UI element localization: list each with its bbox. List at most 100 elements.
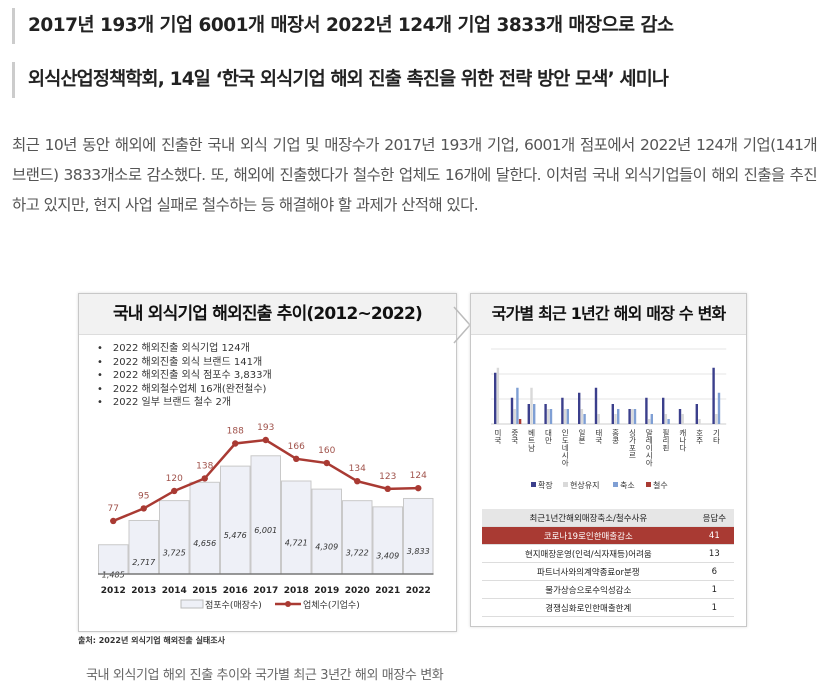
trend-chart-title: 국내 외식기업 해외진출 추이(2012~2022) [79,294,456,335]
bar-maintain [715,414,718,424]
line-label: 95 [138,491,149,501]
line-point [323,459,330,467]
subtitle-2: 외식산업정책학회, 14일 ‘한국 외식기업 해외 진출 촉진을 위한 전략 방… [12,62,669,98]
bar-withdraw [518,419,522,424]
bar-label: 4,656 [193,539,216,548]
bar-expand [561,397,564,424]
bar-maintain [664,414,668,424]
bullet-item: 2022 해외진출 외식 점포수 3,833개 [97,369,272,383]
country-label: 중국 [510,429,519,446]
x-tick-label: 2019 [314,586,339,596]
bar-maintain [496,367,500,424]
bar-expand [611,404,614,424]
legend-swatch-bar [180,599,204,609]
bar-expand [695,404,698,424]
bullet-item: 2022 일부 브랜드 철수 2개 [97,396,272,410]
bar-maintain [597,414,600,424]
x-tick-label: 2021 [375,586,400,596]
bar-label: 6,001 [254,526,277,535]
bar-reduce [516,387,519,424]
bar-reduce [633,409,637,424]
bar-store-count [189,481,220,575]
line-point [110,517,117,525]
bar-store-count [403,497,434,575]
bar-expand [628,409,631,424]
bar-maintain [547,409,550,424]
country-label: 필리핀 [662,428,671,452]
country-label: 인도네시아 [561,428,570,468]
bar-maintain [698,419,701,424]
country-label: 대만 [544,429,553,445]
bar-expand [578,392,581,424]
table-cell: 1 [694,580,734,599]
bar-reduce [549,409,553,424]
bar-expand [662,397,665,424]
bar-expand [527,404,530,424]
bar-maintain [614,414,617,424]
legend-label: 업체수(기업수) [303,600,360,611]
bar-label: 4,721 [285,538,308,547]
bar-maintain [580,409,584,424]
table-cell: 물가상승으로수익성감소 [482,580,695,599]
article-body: 최근 10년 동안 해외에 진출한 국내 외식 기업 및 매장수가 2017년 … [12,136,818,214]
country-chart-panel: 국가별 최근 1년간 해외 매장 수 변화 미국 중국 베트남 대만 인도네시아 일본 태국… [470,293,747,627]
bar-label: 3,725 [163,548,186,557]
table-cell: 41 [694,526,734,545]
bar-label: 4,309 [315,543,338,552]
legend-label: 축소 [620,481,635,490]
country-label: 호주 [695,429,704,446]
table-cell: 현지매장운영(인력/식자재등)어려움 [482,544,695,563]
bar-store-count [159,500,190,575]
x-tick-label: 2022 [406,586,431,596]
country-label: 캐나다 [678,429,687,453]
country-label: 말레이시아 [645,429,654,468]
bar-maintain [647,419,651,424]
bar-expand [645,397,648,424]
line-label: 138 [196,461,213,471]
x-tick-label: 2013 [131,586,156,596]
table-row: 파트너사와의계약종료or분쟁 6 [482,562,734,581]
bar-expand [544,404,547,424]
bar-reduce [583,414,586,424]
trend-chart-panel: 국내 외식기업 해외진출 추이(2012~2022) 2022 해외진출 외식기… [78,293,457,632]
line-label: 124 [410,471,427,481]
bar-expand [510,397,514,424]
bar-label: 3,833 [407,547,430,556]
country-label: 베트남 [527,429,536,452]
bar-maintain [631,409,634,424]
subtitle-1: 2017년 193개 기업 6001개 매장서 2022년 124개 기업 38… [12,8,674,44]
table-cell: 파트너사와의계약종료or분쟁 [482,562,695,581]
source-note: 출처: 2022년 외식기업 해외진출 실태조사 [78,636,226,645]
table-cell: 13 [694,544,734,563]
x-tick-label: 2017 [253,586,278,596]
table-cell: 코로나19로인한매출감소 [482,526,695,545]
line-label: 134 [349,464,366,474]
legend-label: 점포수(매장수) [205,599,262,611]
bar-maintain [530,387,533,424]
line-label: 166 [288,442,305,452]
line-label: 160 [318,446,335,456]
x-tick-label: 2015 [192,586,217,596]
table-header: 최근1년간해외매장축소/철수사유 [482,509,695,527]
bar-store-count [98,544,129,575]
legend-label: 확장 [538,480,553,490]
trend-chart: 1,485 2012 2,717 2013 3,725 2014 4,656 2015 5,47… [98,423,434,611]
country-label: 미국 [494,429,503,446]
country-label: 싱가포르 [628,428,637,459]
bar-store-count [128,519,159,575]
legend-swatch [531,482,536,487]
country-label: 홍콩 [611,428,620,445]
line-label: 77 [108,504,119,514]
trend-bullets: 2022 해외진출 외식기업 124개2022 해외진출 외식 브랜드 141개… [97,342,272,410]
line-point [354,477,361,485]
bar-label: 5,476 [224,531,247,540]
bar-reduce [717,392,721,424]
bar-label: 2,717 [132,558,156,567]
x-tick-label: 2016 [223,586,248,596]
bar-reduce [667,419,670,424]
line-label: 123 [379,472,396,482]
table-cell: 6 [694,562,734,581]
country-label: 기타 [712,429,721,446]
line-point [171,487,178,495]
legend-swatch [563,482,568,487]
